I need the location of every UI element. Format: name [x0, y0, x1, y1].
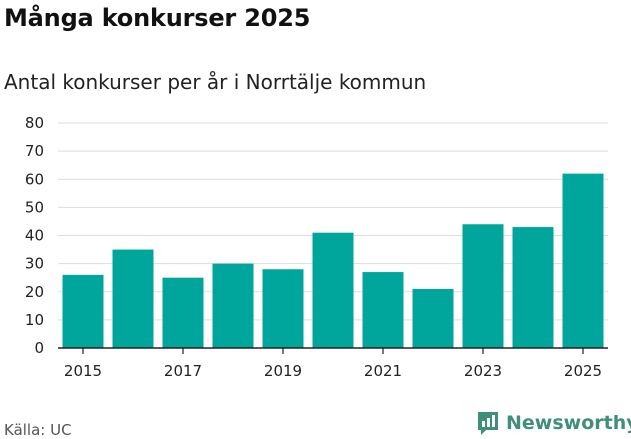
x-tick-label: 2015 [64, 362, 102, 380]
bar-2023 [462, 224, 504, 348]
x-tick-label: 2017 [164, 362, 202, 380]
bars [62, 173, 604, 348]
brand-name: Newsworthy [506, 412, 631, 434]
y-tick-label: 40 [25, 227, 44, 245]
bar-2020 [312, 232, 354, 348]
chart-subtitle: Antal konkurser per år i Norrtälje kommu… [4, 70, 427, 94]
bar-2024 [512, 227, 554, 348]
bar-2016 [112, 249, 154, 348]
bar-2022 [412, 288, 454, 348]
x-tick-label: 2021 [364, 362, 402, 380]
x-tick-label: 2025 [564, 362, 602, 380]
y-tick-label: 60 [25, 170, 44, 188]
brand-logo: Newsworthy [476, 410, 631, 436]
source-note: Källa: UC [4, 421, 72, 439]
y-tick-label: 80 [25, 114, 44, 132]
x-tick-label: 2023 [464, 362, 502, 380]
bar-2017 [162, 277, 204, 348]
chart-title: Många konkurser 2025 [4, 4, 311, 32]
y-tick-label: 30 [25, 255, 44, 273]
y-tick-label: 10 [25, 311, 44, 329]
bar-2015 [62, 274, 104, 348]
y-tick-label: 50 [25, 198, 44, 216]
bar-chart-logo-icon [478, 412, 498, 435]
x-tick-label: 2019 [264, 362, 302, 380]
bar-2019 [262, 269, 304, 348]
axes: 0 10 20 30 40 50 60 70 80 2015 2017 2019 2021 2023 202… [25, 114, 608, 380]
bar-2025 [562, 173, 604, 348]
y-tick-label: 70 [25, 142, 44, 160]
bar-2018 [212, 263, 254, 348]
y-tick-label: 20 [25, 283, 44, 301]
bar-2021 [362, 272, 404, 348]
y-tick-label: 0 [34, 339, 44, 357]
